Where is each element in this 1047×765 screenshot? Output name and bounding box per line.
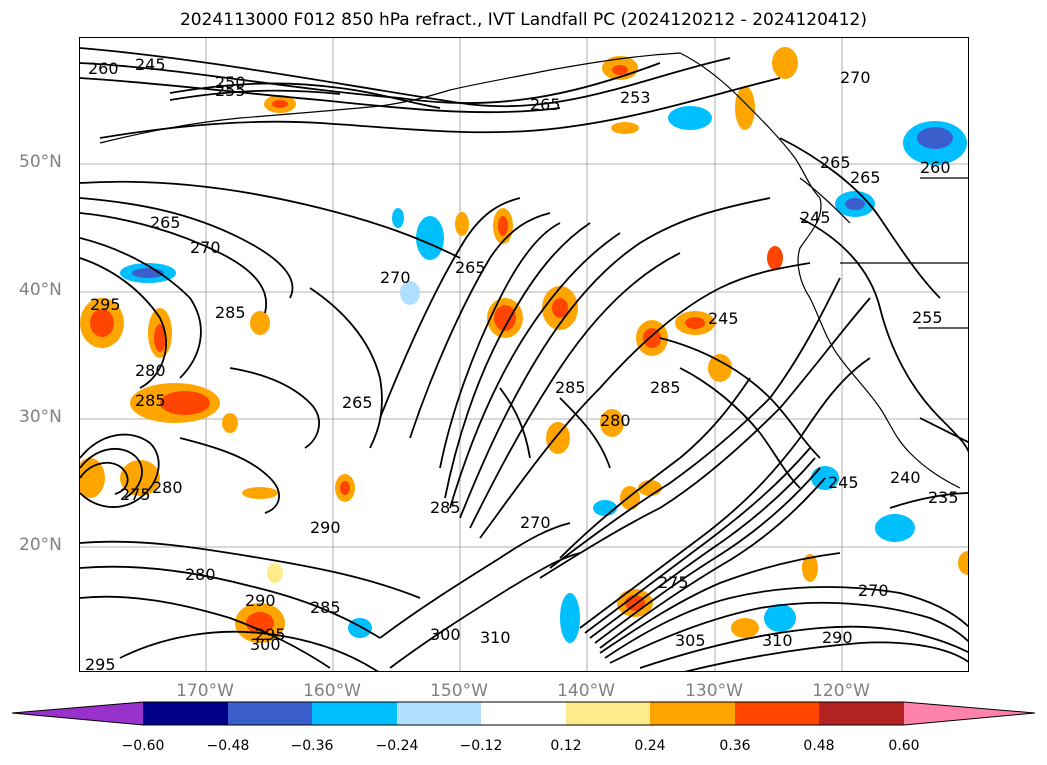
colorbar-tick: −0.36 [290, 738, 334, 754]
contour-label: 265 [820, 153, 851, 172]
contour-label: 280 [185, 565, 216, 584]
lon-label-170w: 170°W [176, 681, 234, 701]
lon-label-150w: 150°W [430, 681, 488, 701]
map-canvas: 260 245 250 255 265 253 270 265 265 245 … [80, 38, 968, 672]
coastline [99, 52, 968, 489]
colorbar-tick: −0.12 [459, 738, 503, 754]
contour-label: 290 [245, 591, 276, 610]
lat-label-40n: 40°N [19, 280, 62, 300]
lat-label-20n: 20°N [19, 535, 62, 555]
contour-label: 285 [555, 378, 586, 397]
contour-label: 280 [152, 478, 183, 497]
contour-label: 285 [650, 378, 681, 397]
contour-label: 245 [135, 55, 166, 74]
contour-label: 265 [150, 213, 181, 232]
map-title: 2024113000 F012 850 hPa refract., IVT La… [179, 10, 867, 30]
colorbar-tick: −0.24 [375, 738, 419, 754]
contour-label: 265 [530, 95, 561, 114]
lon-label-160w: 160°W [303, 681, 361, 701]
contour-label: 245 [708, 309, 739, 328]
contour-label-group: 260 245 250 255 265 253 270 265 265 245 … [85, 55, 959, 672]
colorbar-tick: −0.48 [206, 738, 250, 754]
colorbar-segment [228, 702, 312, 725]
map-panel: 260 245 250 255 265 253 270 265 265 245 … [79, 37, 969, 672]
contour-label: 270 [190, 238, 221, 257]
colorbar-outline [11, 701, 1036, 726]
colorbar-segment [566, 702, 650, 725]
colorbar-tick: 0.48 [803, 738, 835, 754]
lat-label-50n: 50°N [19, 152, 62, 172]
colorbar-tick: 0.36 [719, 738, 751, 754]
contour-label: 295 [85, 655, 116, 672]
contour-label: 285 [215, 303, 246, 322]
contour-label: 270 [380, 268, 411, 287]
contour-label: 240 [890, 468, 921, 487]
contour-label: 280 [600, 411, 631, 430]
contour-label: 275 [120, 485, 151, 504]
lon-label-140w: 140°W [557, 681, 615, 701]
contour-label: 245 [800, 208, 831, 227]
colorbar-segment [735, 702, 819, 725]
contour-label: 295 [255, 625, 286, 644]
colorbar-segment [312, 702, 397, 725]
lon-label-130w: 130°W [685, 681, 743, 701]
contour-label: 295 [90, 295, 121, 314]
contour-label: 250 [215, 73, 246, 92]
contour-label: 265 [455, 258, 486, 277]
contour-label: 270 [840, 68, 871, 87]
contour-label: 253 [620, 88, 651, 107]
contour-label: 310 [480, 628, 511, 647]
colorbar-tick: 0.12 [550, 738, 582, 754]
lat-label-30n: 30°N [19, 407, 62, 427]
contour-label: 270 [858, 581, 889, 600]
contour-label: 280 [135, 361, 166, 380]
colorbar-segment [481, 702, 566, 725]
contour-label: 285 [310, 598, 341, 617]
contour-label: 285 [430, 498, 461, 517]
colorbar-segment [143, 702, 228, 725]
colorbar-segment [12, 702, 143, 725]
contour-label: 275 [658, 573, 689, 592]
contour-label: 260 [920, 158, 951, 177]
contour-label: 255 [215, 81, 246, 100]
colorbar [11, 701, 1036, 726]
colorbar-segment [904, 702, 1035, 725]
contour-label: 245 [828, 473, 859, 492]
contour-label: 310 [762, 631, 793, 650]
contour-label: 255 [912, 308, 943, 327]
colorbar-segment [650, 702, 735, 725]
contour-label: 300 [250, 635, 281, 654]
contour-label: 290 [822, 628, 853, 647]
lon-label-120w: 120°W [812, 681, 870, 701]
contour-label: 235 [928, 488, 959, 507]
contour-label: 285 [135, 391, 166, 410]
contour-label: 260 [88, 59, 119, 78]
contour-label: 305 [675, 631, 706, 650]
contour-label: 265 [342, 393, 373, 412]
colorbar-tick: 0.24 [634, 738, 666, 754]
contour-lines [80, 47, 968, 671]
colorbar-tick: 0.60 [888, 738, 920, 754]
contour-label: 290 [310, 518, 341, 537]
colorbar-tick: −0.60 [121, 738, 165, 754]
colorbar-segment [397, 702, 481, 725]
contour-label: 300 [430, 625, 461, 644]
contour-label: 270 [520, 513, 551, 532]
colorbar-segment [819, 702, 904, 725]
contour-label: 265 [850, 168, 881, 187]
